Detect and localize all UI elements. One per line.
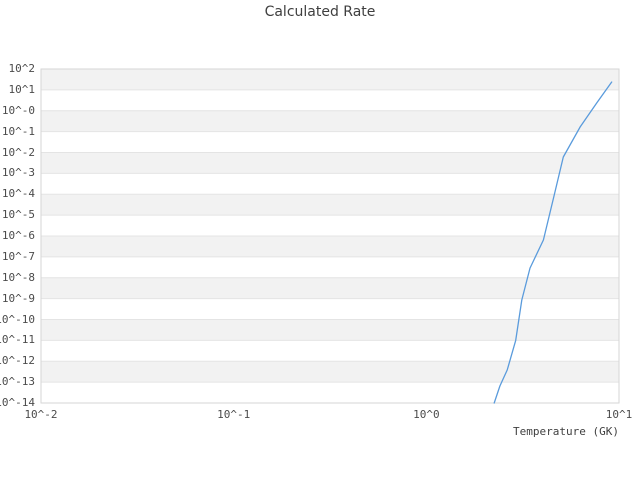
y-tick-label: 10^-10 bbox=[0, 312, 35, 326]
y-tick-label: 10^-3 bbox=[1, 166, 35, 180]
x-tick-label: 10^-1 bbox=[217, 408, 251, 421]
x-tick-label: 10^0 bbox=[413, 408, 440, 421]
y-tick-label: 10^-2 bbox=[1, 145, 35, 159]
y-tick-label: 10^-12 bbox=[0, 354, 35, 368]
plot-band bbox=[41, 236, 619, 257]
plot-band bbox=[41, 319, 619, 341]
y-tick-label: 10^-7 bbox=[1, 249, 35, 263]
chart-title: Calculated Rate bbox=[264, 4, 376, 20]
y-tick-label: 10^-4 bbox=[1, 187, 35, 201]
y-tick-label: 10^-13 bbox=[0, 375, 35, 389]
x-tick-label: 10^-2 bbox=[24, 408, 58, 421]
plot-border bbox=[40, 68, 620, 404]
plot-band bbox=[41, 361, 619, 383]
plot-band bbox=[41, 152, 619, 174]
y-tick-label: 10^-0 bbox=[1, 103, 35, 117]
plot-band bbox=[41, 277, 619, 299]
y-tick-label: 10^1 bbox=[8, 82, 36, 96]
y-tick-label: 10^-5 bbox=[1, 208, 35, 222]
x-axis-label: Temperature (GK) bbox=[513, 425, 619, 438]
plot-band bbox=[41, 110, 619, 132]
rate-curve bbox=[493, 81, 613, 404]
y-tick-label: 10^-14 bbox=[0, 396, 35, 409]
plot-band bbox=[41, 69, 619, 90]
y-tick-label: 10^2 bbox=[8, 62, 36, 75]
y-tick-label: 10^-6 bbox=[1, 229, 35, 242]
y-tick-label: 10^-11 bbox=[0, 333, 35, 347]
y-tick-label: 10^-8 bbox=[1, 270, 35, 284]
x-tick-label: 10^1 bbox=[605, 408, 633, 421]
y-tick-label: 10^-9 bbox=[1, 291, 35, 305]
y-tick-label: 10^-1 bbox=[1, 124, 35, 138]
plot-band bbox=[41, 194, 619, 216]
